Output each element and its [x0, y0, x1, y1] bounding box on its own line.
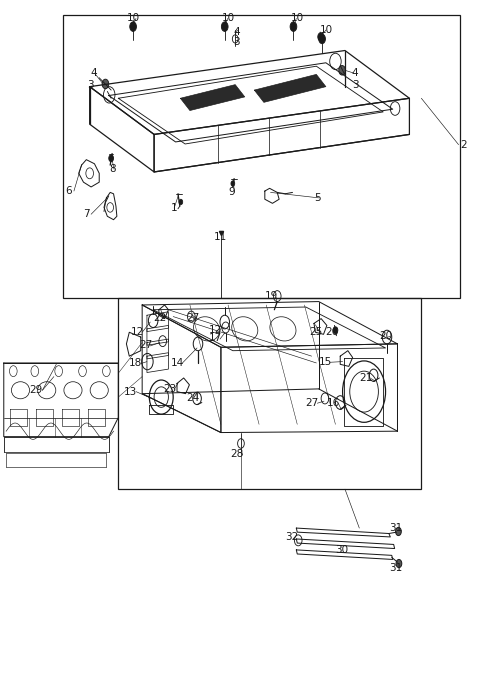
Circle shape — [109, 155, 114, 162]
Text: 5: 5 — [314, 193, 321, 203]
Text: 7: 7 — [83, 209, 90, 219]
Text: 20: 20 — [380, 331, 393, 340]
Bar — [63, 15, 459, 298]
Text: 9: 9 — [228, 188, 235, 197]
Text: 28: 28 — [230, 449, 244, 460]
Text: 2: 2 — [460, 140, 467, 149]
Text: 12: 12 — [209, 325, 222, 335]
Text: 13: 13 — [124, 386, 137, 397]
Circle shape — [130, 22, 136, 32]
Circle shape — [290, 22, 297, 32]
Text: 4: 4 — [233, 27, 240, 37]
Text: 18: 18 — [129, 358, 142, 368]
Circle shape — [319, 34, 325, 44]
Text: 4: 4 — [352, 68, 359, 78]
Text: 10: 10 — [320, 25, 333, 35]
Text: 14: 14 — [170, 358, 184, 368]
Text: 15: 15 — [318, 357, 332, 366]
Bar — [118, 298, 421, 489]
Text: 26: 26 — [325, 327, 338, 336]
Circle shape — [318, 33, 324, 41]
Text: 11: 11 — [214, 232, 228, 242]
Polygon shape — [180, 85, 245, 110]
Text: 12: 12 — [131, 327, 144, 336]
Text: 27: 27 — [139, 340, 152, 350]
Circle shape — [221, 22, 228, 32]
Text: 1: 1 — [170, 203, 177, 213]
Text: 19: 19 — [265, 291, 278, 301]
Text: 22: 22 — [153, 313, 166, 323]
Text: 4: 4 — [90, 68, 97, 78]
Text: 10: 10 — [291, 14, 304, 23]
Text: 32: 32 — [285, 532, 298, 542]
Text: 31: 31 — [389, 523, 402, 533]
Text: 27: 27 — [186, 313, 199, 323]
Text: 23: 23 — [163, 384, 176, 394]
Text: 29: 29 — [29, 385, 42, 395]
Text: 10: 10 — [127, 14, 140, 23]
Circle shape — [231, 181, 235, 186]
Text: 3: 3 — [233, 37, 240, 47]
Text: 8: 8 — [109, 164, 116, 174]
Circle shape — [339, 66, 346, 75]
Text: 21: 21 — [360, 373, 372, 383]
Polygon shape — [254, 75, 326, 102]
Text: 30: 30 — [335, 545, 348, 555]
Text: 27: 27 — [305, 397, 319, 408]
Text: 3: 3 — [352, 79, 359, 90]
Text: 16: 16 — [327, 397, 340, 408]
Circle shape — [333, 327, 338, 334]
Circle shape — [102, 79, 109, 89]
Circle shape — [396, 560, 402, 568]
Text: 17: 17 — [209, 334, 222, 343]
Text: 6: 6 — [65, 186, 72, 196]
Circle shape — [179, 199, 183, 205]
Text: 10: 10 — [222, 14, 235, 23]
Text: 31: 31 — [389, 562, 402, 573]
Text: 3: 3 — [87, 79, 94, 90]
Text: 25: 25 — [309, 327, 322, 336]
Circle shape — [396, 527, 401, 536]
Text: 24: 24 — [186, 393, 199, 403]
